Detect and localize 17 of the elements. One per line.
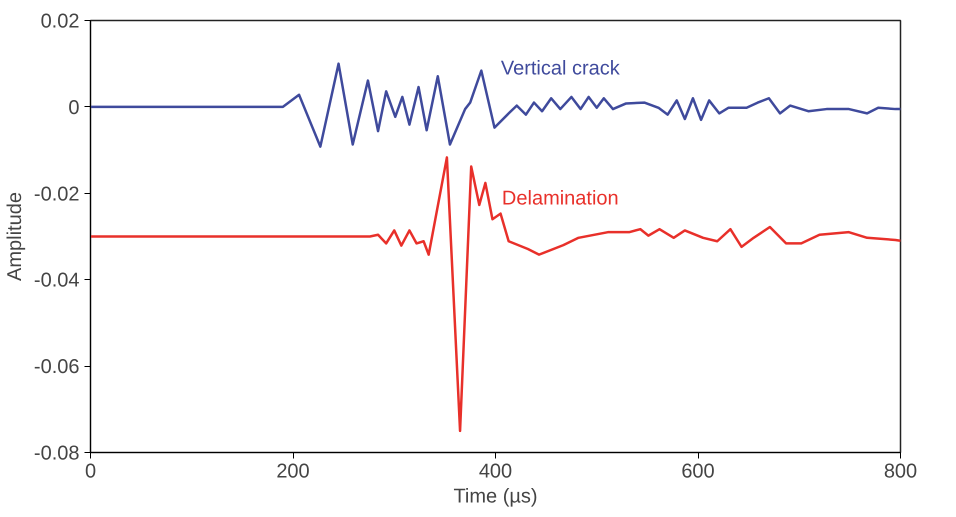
series-label: Delamination	[502, 188, 619, 210]
series-label: Vertical crack	[500, 58, 621, 80]
y-tick-label: -0.08	[34, 442, 80, 464]
y-tick-label: -0.06	[34, 356, 80, 378]
x-axis-title: Time (µs)	[453, 486, 538, 508]
line-series	[90, 62, 900, 148]
y-tick-label: -0.02	[34, 183, 80, 206]
x-tick-label: 0	[84, 460, 96, 482]
y-axis-title: Amplitude	[4, 192, 26, 281]
y-tick-label: 0	[68, 96, 80, 119]
x-tick-label: 200	[276, 460, 310, 482]
x-tick-label: 400	[478, 460, 512, 482]
y-tick-label: -0.04	[34, 270, 80, 292]
y-tick-label: 0.02	[40, 10, 80, 32]
line-series	[90, 156, 900, 432]
x-tick-label: 800	[884, 460, 918, 482]
x-tick-label: 600	[681, 460, 715, 482]
